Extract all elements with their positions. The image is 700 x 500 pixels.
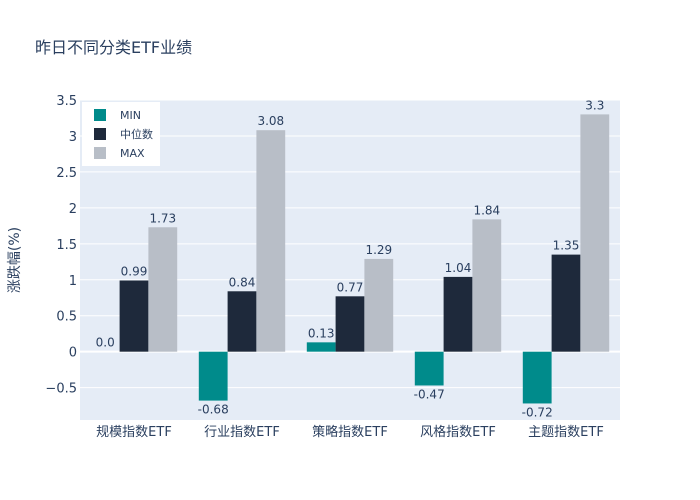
bar[interactable]: [551, 254, 581, 352]
legend-swatch[interactable]: [94, 128, 106, 140]
y-tick-label: 1.5: [56, 238, 77, 253]
x-tick-label: 行业指数ETF: [204, 425, 280, 440]
x-tick-label: 主题指数ETF: [528, 425, 604, 440]
bar[interactable]: [256, 130, 286, 352]
y-tick-label: 2: [69, 202, 77, 217]
y-tick-label: 0.5: [56, 310, 77, 325]
data-label: 1.04: [445, 261, 472, 275]
bar[interactable]: [522, 351, 552, 404]
legend-label[interactable]: 中位数: [120, 127, 153, 141]
data-label: 0.84: [229, 275, 256, 289]
y-axis-title: 涨跌幅(%): [7, 227, 23, 293]
bar[interactable]: [364, 258, 394, 352]
legend[interactable]: MIN 中位数 MAX: [82, 102, 160, 166]
legend-swatch[interactable]: [94, 109, 106, 121]
bar[interactable]: [580, 114, 610, 352]
data-label: 0.0: [96, 336, 115, 350]
data-label: 1.84: [473, 203, 500, 217]
bar[interactable]: [148, 227, 178, 352]
x-tick-label: 风格指数ETF: [420, 424, 496, 440]
bar[interactable]: [472, 219, 502, 352]
data-label: -0.72: [522, 405, 553, 419]
bar[interactable]: [198, 351, 228, 401]
y-tick-label: 1: [69, 274, 77, 289]
bar[interactable]: [306, 342, 336, 352]
legend-label[interactable]: MIN: [120, 109, 141, 122]
y-tick-label: 3.5: [56, 94, 77, 109]
bar[interactable]: [443, 276, 473, 352]
data-label: 0.77: [337, 280, 364, 294]
data-label: 0.13: [308, 326, 335, 340]
y-axis-ticks: −0.5 0 0.5 1 1.5 2 2.5 3 3.5: [45, 94, 77, 397]
y-tick-label: 3: [69, 130, 77, 145]
x-tick-label: 策略指数ETF: [312, 424, 388, 440]
data-label: -0.47: [414, 387, 445, 401]
chart-title: 昨日不同分类ETF业绩: [35, 38, 193, 57]
bar[interactable]: [414, 351, 444, 386]
x-tick-label: 规模指数ETF: [96, 425, 172, 440]
data-label: 1.73: [149, 211, 176, 225]
data-label: 1.29: [365, 243, 392, 257]
x-axis-ticks: 规模指数ETF 行业指数ETF 策略指数ETF 风格指数ETF 主题指数ETF: [96, 424, 604, 440]
data-label: 3.08: [257, 114, 284, 128]
data-label: -0.68: [198, 403, 229, 417]
bar[interactable]: [227, 291, 257, 352]
legend-label[interactable]: MAX: [120, 147, 145, 160]
y-tick-label: −0.5: [45, 382, 77, 397]
bar[interactable]: [335, 296, 365, 352]
bar[interactable]: [119, 280, 149, 352]
y-tick-label: 0: [69, 346, 77, 361]
data-label: 1.35: [553, 239, 580, 253]
bars: [119, 114, 610, 404]
legend-swatch[interactable]: [94, 147, 106, 159]
y-tick-label: 2.5: [56, 166, 77, 181]
data-labels: 0.0 0.99 1.73 -0.68 0.84 3.08 0.13 0.77 1.29 -0.4…: [96, 98, 605, 419]
data-label: 3.3: [585, 98, 604, 112]
data-label: 0.99: [121, 264, 148, 278]
